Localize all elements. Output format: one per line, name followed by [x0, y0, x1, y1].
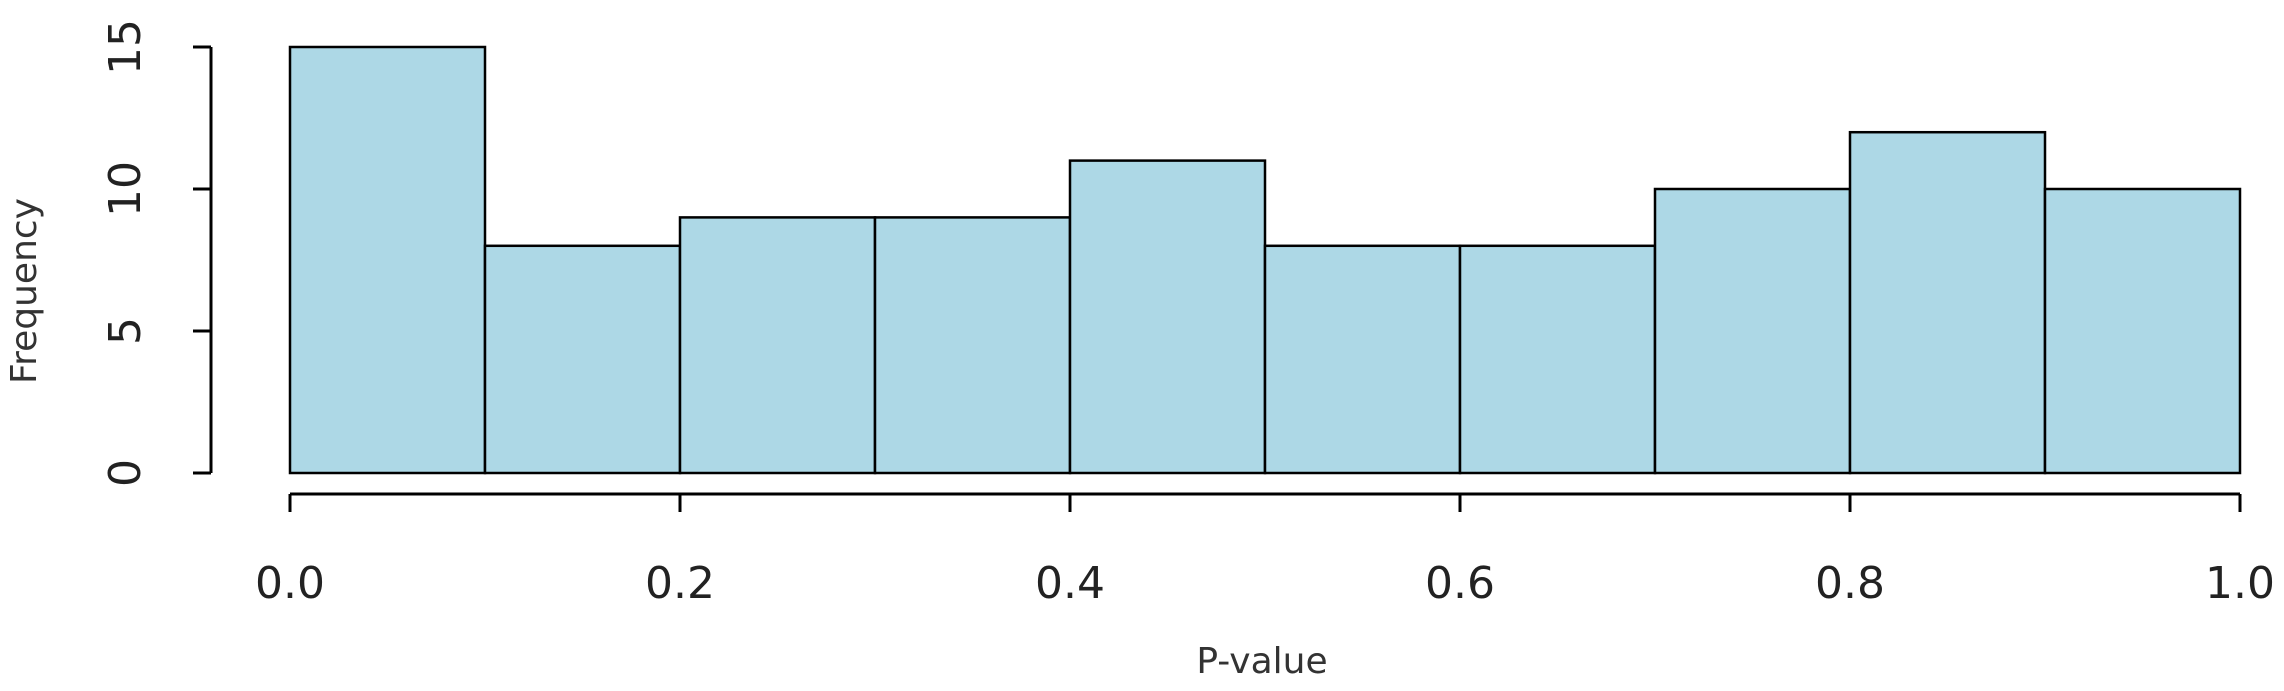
bar	[483, 244, 682, 475]
x-tick-label: 1.0	[2205, 558, 2275, 609]
y-tick-label: 5	[100, 317, 151, 345]
bar	[873, 216, 1072, 475]
x-tick-label: 0.2	[645, 558, 715, 609]
y-tick-label: 15	[100, 19, 151, 75]
x-tick-label: 0.0	[255, 558, 325, 609]
bar	[1458, 244, 1657, 475]
y-axis-title: Frequency	[4, 198, 45, 384]
bar	[2043, 187, 2242, 475]
bar	[1068, 159, 1267, 475]
bar	[678, 216, 877, 475]
x-tick-label: 0.6	[1425, 558, 1495, 609]
bar	[1263, 244, 1462, 475]
bar	[288, 45, 487, 475]
x-axis-title: P-value	[1196, 641, 1327, 682]
y-tick-label: 0	[100, 459, 151, 487]
bar	[1653, 187, 1852, 475]
x-tick-label: 0.4	[1035, 558, 1105, 609]
x-tick-label: 0.8	[1815, 558, 1885, 609]
bar	[1848, 130, 2047, 475]
y-tick-label: 10	[100, 161, 151, 217]
